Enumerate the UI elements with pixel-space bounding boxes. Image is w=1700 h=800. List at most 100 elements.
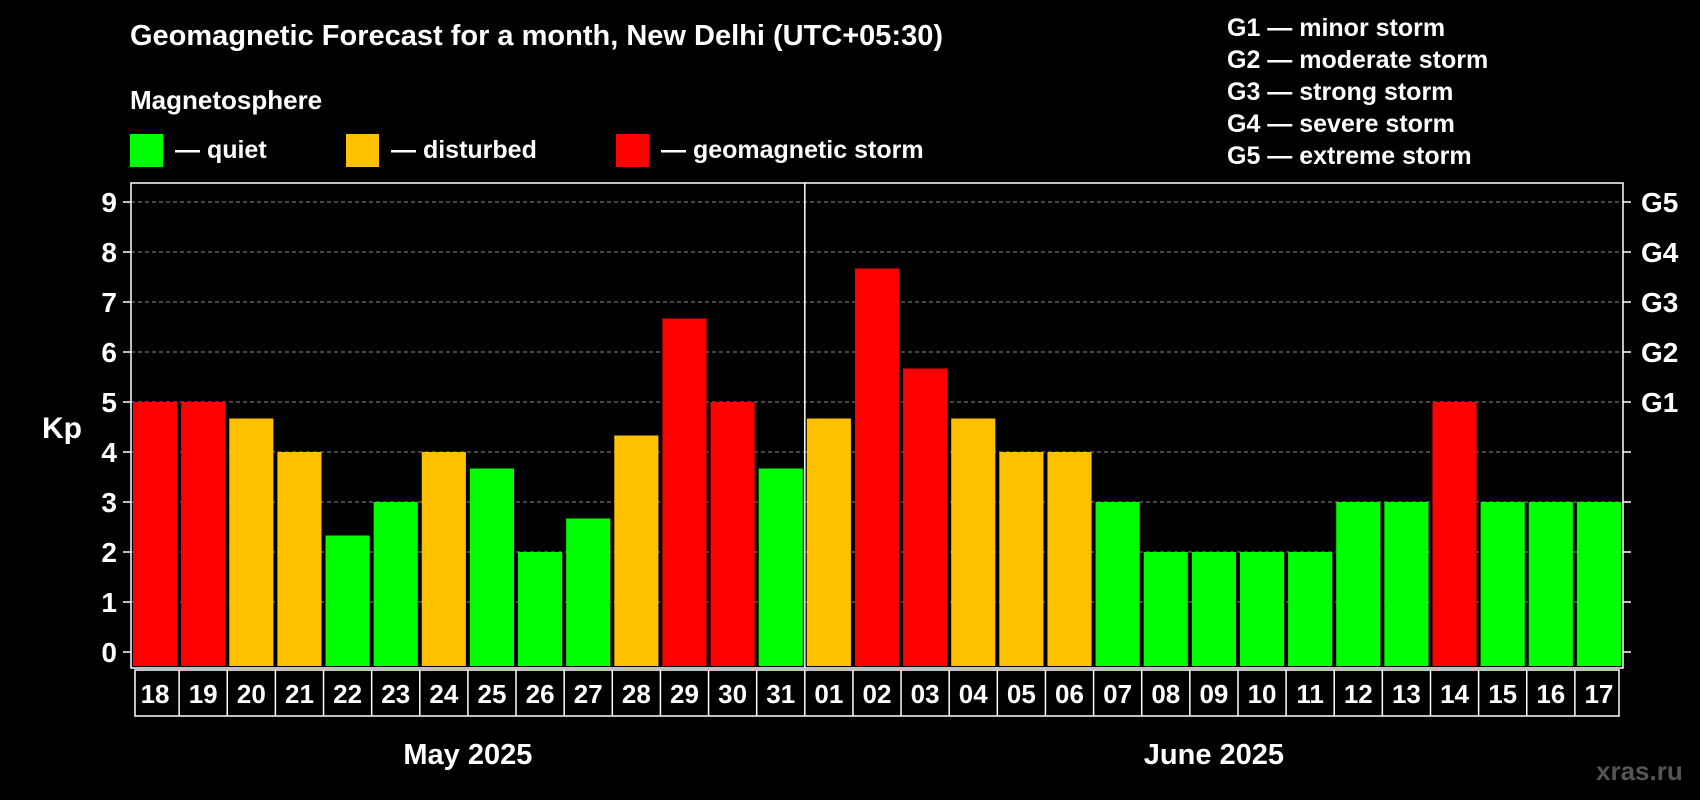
bar-07: [1095, 502, 1140, 666]
bar-25: [469, 468, 515, 666]
plot-frame: [130, 182, 1624, 669]
x-tick-label-06: 06: [1055, 679, 1084, 709]
bar-18: [133, 402, 178, 666]
storm-scale-g2: G2 — moderate storm: [1227, 46, 1489, 74]
x-tick-label-09: 09: [1199, 679, 1228, 709]
legend-label-storm: — geomagnetic storm: [661, 135, 924, 164]
bar-17: [1576, 502, 1621, 666]
x-tick-label-08: 08: [1151, 679, 1180, 709]
legend-heading: Magnetosphere: [130, 85, 323, 115]
x-tick-label-07: 07: [1103, 679, 1132, 709]
bar-10: [1239, 552, 1285, 666]
x-tick-label-28: 28: [622, 679, 651, 709]
legend-item-quiet: — quiet: [130, 132, 267, 168]
legend-item-storm: — geomagnetic storm: [616, 132, 924, 168]
bar-20: [229, 418, 274, 666]
bar-27: [566, 518, 611, 666]
x-tick-label-21: 21: [285, 679, 314, 709]
x-tick-label-20: 20: [237, 679, 266, 709]
y-tick-label: 3: [101, 487, 117, 518]
bar-09: [1191, 552, 1236, 666]
legend-swatch-quiet: [130, 133, 163, 167]
y-tick-label: 7: [101, 287, 117, 318]
bar-05: [999, 452, 1044, 666]
x-tick-label-24: 24: [429, 679, 458, 709]
right-tick-label-g5: G5: [1641, 187, 1678, 218]
y-tick-label: 0: [101, 637, 117, 668]
right-tick-label-g1: G1: [1641, 387, 1678, 418]
legend-item-disturbed: — disturbed: [346, 132, 537, 168]
x-tick-label-15: 15: [1488, 679, 1517, 709]
x-tick-label-23: 23: [381, 679, 410, 709]
x-tick-label-16: 16: [1536, 679, 1565, 709]
y-tick-label: 6: [101, 337, 117, 368]
bar-15: [1480, 502, 1525, 666]
bar-03: [903, 368, 948, 666]
bar-28: [614, 435, 659, 666]
x-tick-label-03: 03: [911, 679, 940, 709]
watermark: xras.ru: [1596, 756, 1683, 786]
storm-scale-g1: G1 — minor storm: [1227, 14, 1446, 42]
bar-14: [1432, 402, 1477, 666]
y-tick-label: 2: [101, 537, 117, 568]
x-tick-label-14: 14: [1440, 679, 1469, 709]
bar-19: [181, 402, 226, 666]
y-axis-label: Kp: [42, 412, 82, 445]
bar-23: [373, 502, 418, 666]
y-tick-label: 8: [101, 237, 117, 268]
bar-11: [1288, 552, 1333, 666]
bar-22: [325, 535, 370, 666]
x-tick-label-30: 30: [718, 679, 747, 709]
chart-title: Geomagnetic Forecast for a month, New De…: [130, 20, 943, 52]
x-tick-label-31: 31: [766, 679, 795, 709]
storm-scale-g5: G5 — extreme storm: [1227, 142, 1472, 170]
x-tick-label-22: 22: [333, 679, 362, 709]
x-tick-label-13: 13: [1392, 679, 1421, 709]
storm-scale-g3: G3 — strong storm: [1227, 78, 1454, 106]
month-label-june: June 2025: [1144, 739, 1284, 771]
x-tick-label-01: 01: [814, 679, 843, 709]
right-tick-label-g4: G4: [1641, 237, 1679, 268]
bar-02: [854, 268, 900, 666]
bar-04: [951, 418, 996, 666]
legend-label-disturbed: — disturbed: [391, 135, 537, 164]
x-tick-label-11: 11: [1296, 679, 1324, 709]
month-label-may: May 2025: [403, 739, 532, 771]
right-tick-label-g2: G2: [1641, 337, 1678, 368]
legend-label-quiet: — quiet: [175, 135, 267, 164]
x-tick-label-29: 29: [670, 679, 699, 709]
y-tick-label: 5: [101, 387, 117, 418]
x-tick-label-19: 19: [189, 679, 218, 709]
storm-scale-g4: G4 — severe storm: [1227, 110, 1455, 138]
bar-31: [758, 468, 803, 666]
x-tick-label-02: 02: [863, 679, 892, 709]
x-tick-label-05: 05: [1007, 679, 1036, 709]
bar-21: [277, 452, 322, 666]
x-tick-label-17: 17: [1584, 679, 1613, 709]
bar-24: [421, 452, 466, 666]
right-tick-label-g3: G3: [1641, 287, 1678, 318]
bar-06: [1047, 452, 1092, 666]
legend-swatch-disturbed: [346, 133, 379, 167]
x-tick-label-12: 12: [1344, 679, 1373, 709]
y-tick-label: 4: [101, 437, 117, 468]
bar-26: [518, 552, 563, 666]
bar-08: [1143, 552, 1188, 666]
y-tick-label: 1: [101, 587, 117, 618]
bar-01: [806, 418, 851, 666]
x-tick-label-18: 18: [141, 679, 170, 709]
bar-12: [1336, 502, 1381, 666]
x-tick-label-27: 27: [574, 679, 603, 709]
x-tick-label-25: 25: [478, 679, 507, 709]
y-tick-label: 9: [101, 187, 117, 218]
x-tick-label-10: 10: [1248, 679, 1277, 709]
bar-29: [662, 318, 707, 666]
legend-swatch-storm: [616, 133, 649, 167]
bar-16: [1528, 502, 1573, 666]
bar-30: [710, 402, 755, 666]
bar-13: [1384, 502, 1429, 666]
x-tick-label-04: 04: [959, 679, 988, 709]
storm-scale-legend: G1 — minor storm G2 — moderate storm G3 …: [1227, 12, 1488, 172]
x-tick-label-26: 26: [526, 679, 555, 709]
